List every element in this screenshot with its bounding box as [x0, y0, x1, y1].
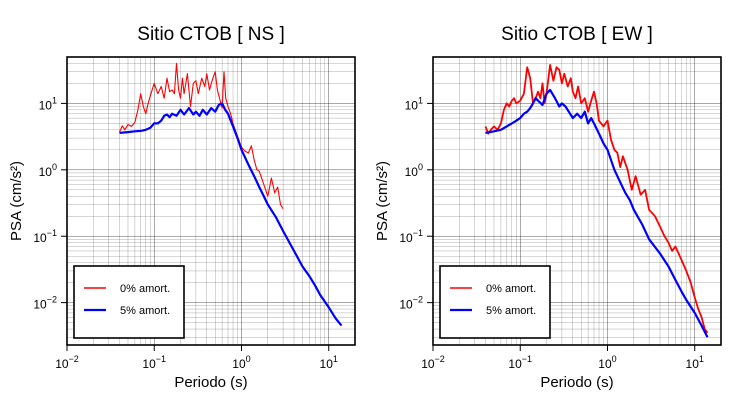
plot-frame — [432, 56, 722, 346]
y-tick-label: 10−1 — [33, 228, 57, 245]
legend-box — [73, 265, 185, 339]
x-tick-label: 10−2 — [421, 354, 445, 371]
chart-panel-2: 10−2 10−1 100 101 10−2 10−1 100 101 Sitio CTOB [… — [374, 24, 722, 391]
legend-label: 5% amort. — [486, 305, 536, 317]
x-axis-label: Periodo (s) — [174, 374, 247, 391]
x-tick-label: 10−1 — [508, 354, 532, 371]
chart-title: Sitio CTOB [ EW ] — [501, 24, 653, 45]
plot-frame — [66, 56, 356, 346]
series-line-5pct — [485, 88, 709, 338]
y-tick-label: 101 — [405, 95, 423, 112]
legend: 0% amort. 5% amort. — [439, 265, 551, 339]
x-tick-label: 10−2 — [55, 354, 79, 371]
x-tick-label: 101 — [686, 354, 704, 371]
y-tick-label: 10−2 — [33, 295, 57, 312]
y-tick-label: 100 — [405, 162, 423, 179]
x-tick-label: 101 — [320, 354, 338, 371]
x-tick-label: 100 — [598, 354, 616, 371]
chart-title: Sitio CTOB [ NS ] — [137, 24, 284, 45]
series-line-5pct — [119, 102, 343, 327]
chart-panel-1: 10−2 10−1 100 101 10−2 10−1 100 101 Sitio CTOB [… — [8, 24, 356, 391]
legend: 0% amort. 5% amort. — [73, 265, 185, 339]
x-tick-label: 100 — [232, 354, 250, 371]
x-axis-label: Periodo (s) — [540, 374, 613, 391]
y-tick-label: 100 — [39, 162, 57, 179]
y-tick-label: 10−1 — [399, 228, 423, 245]
y-tick-label: 101 — [39, 95, 57, 112]
x-tick-label: 10−1 — [142, 354, 166, 371]
series-line-0pct — [118, 62, 284, 209]
legend-box — [439, 265, 551, 339]
legend-label: 0% amort. — [120, 283, 170, 295]
series-line-0pct — [484, 64, 709, 334]
y-axis-label: PSA (cm/s²) — [374, 161, 391, 241]
legend-label: 0% amort. — [486, 283, 536, 295]
legend-label: 5% amort. — [120, 305, 170, 317]
y-tick-label: 10−2 — [399, 295, 423, 312]
y-axis-label: PSA (cm/s²) — [8, 161, 25, 241]
